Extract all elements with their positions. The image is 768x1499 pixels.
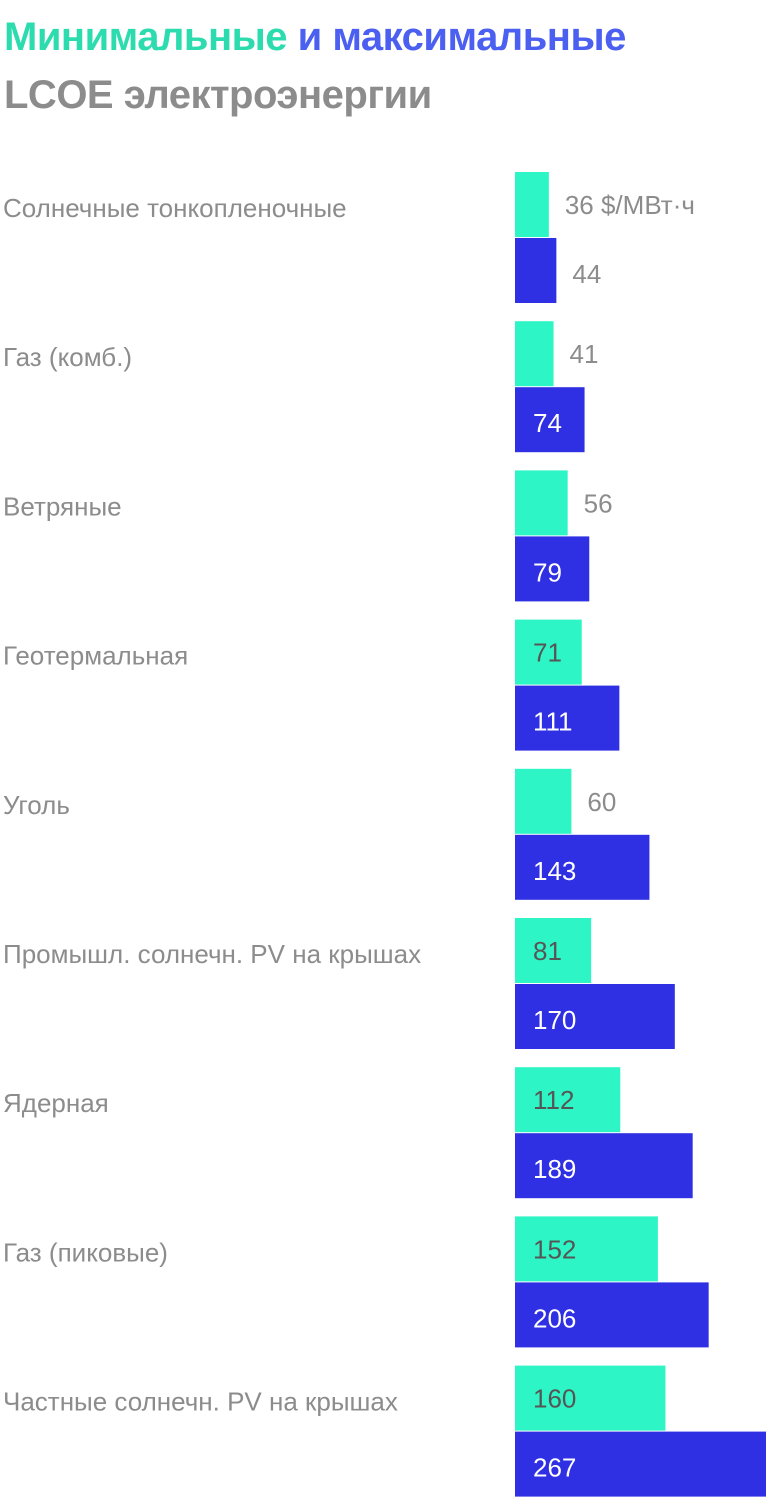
value-label-max: 111	[533, 707, 573, 737]
bar-group: Ветряные 56 79	[3, 470, 613, 602]
bar-max	[515, 238, 557, 303]
bar-min	[515, 1216, 658, 1282]
bar-group: Частные солнечн. PV на крышах 160 267	[3, 1365, 766, 1497]
bar-max	[515, 536, 590, 602]
bar-min	[515, 918, 592, 983]
value-label-max: 267	[533, 1453, 576, 1483]
value-label-min: 60	[587, 787, 616, 817]
bar-max	[515, 834, 650, 900]
bar-group: Уголь 60 143	[3, 768, 650, 900]
bar-max	[515, 984, 675, 1049]
value-label-min: 71	[533, 638, 562, 668]
category-label: Промышл. солнечн. PV на крышах	[3, 939, 421, 969]
bar-group: Ядерная 112 189	[3, 1067, 693, 1199]
bar-min	[515, 1067, 621, 1133]
category-label: Газ (пиковые)	[3, 1237, 168, 1267]
category-label: Ядерная	[3, 1088, 109, 1118]
bar-group: Газ (пиковые) 152 206	[3, 1216, 709, 1348]
bar-min	[515, 321, 554, 387]
title-max-part: и максимальные	[287, 15, 627, 59]
bar-max	[515, 1282, 709, 1348]
bar-max	[515, 1133, 693, 1199]
title-min-part: Минимальные	[4, 15, 288, 59]
bar-min	[515, 1365, 666, 1431]
value-label-min: 36 $/МВт·ч	[565, 190, 695, 220]
bar-group: Солнечные тонкопленочные 36 $/МВт·ч 44	[3, 172, 695, 303]
category-label: Геотермальная	[3, 641, 188, 671]
category-label: Уголь	[3, 790, 70, 820]
bar-group: Газ (комб.) 41 74	[3, 321, 599, 453]
bar-max	[515, 1431, 766, 1497]
bar-min	[515, 470, 568, 536]
value-label-max: 170	[533, 1005, 576, 1035]
value-label-max: 189	[533, 1154, 576, 1184]
value-label-min: 160	[533, 1384, 576, 1414]
bar-max	[515, 685, 620, 751]
chart-title: Минимальные и максимальные LCOE электроэ…	[4, 8, 626, 124]
category-label: Частные солнечн. PV на крышах	[3, 1387, 398, 1417]
category-label: Ветряные	[3, 491, 122, 521]
value-label-min: 56	[584, 488, 613, 518]
value-label-max: 143	[533, 856, 576, 886]
title-line2: LCOE электроэнергии	[4, 73, 432, 117]
value-label-min: 152	[533, 1234, 576, 1264]
category-label: Газ (комб.)	[3, 342, 132, 372]
value-label-min: 81	[533, 936, 562, 966]
value-label-max: 206	[533, 1303, 576, 1333]
bar-min	[515, 172, 549, 237]
bar-max	[515, 387, 585, 453]
value-label-max: 44	[572, 259, 601, 289]
value-label-max: 74	[533, 408, 562, 438]
bar-min	[515, 768, 572, 834]
bar-group: Геотермальная 71 111	[3, 619, 620, 751]
bar-min	[515, 619, 582, 685]
value-label-max: 79	[533, 557, 562, 587]
value-label-min: 41	[570, 339, 599, 369]
value-label-min: 112	[533, 1085, 574, 1115]
category-label: Солнечные тонкопленочные	[3, 193, 347, 223]
bar-group: Промышл. солнечн. PV на крышах 81 170	[3, 918, 675, 1049]
